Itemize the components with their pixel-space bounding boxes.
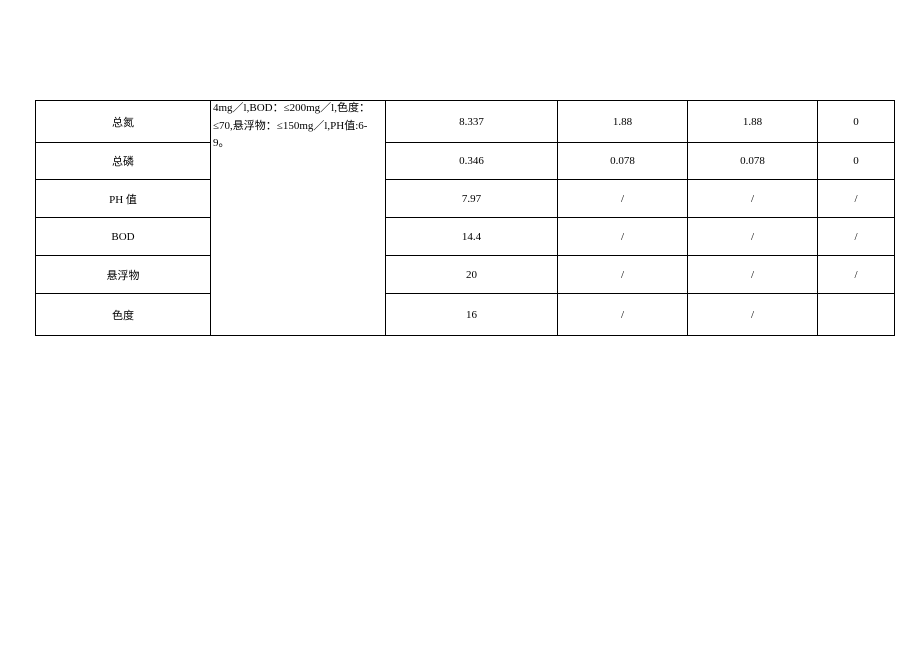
value-cell: 8.337 [386, 101, 558, 143]
value-cell: 0.078 [558, 143, 688, 180]
value-cell: / [558, 218, 688, 256]
value-cell: / [558, 180, 688, 218]
value-cell [818, 294, 895, 336]
value-cell: / [818, 256, 895, 294]
value-cell: 1.88 [558, 101, 688, 143]
value-cell: 7.97 [386, 180, 558, 218]
value-cell: 0.078 [688, 143, 818, 180]
value-cell: 0.346 [386, 143, 558, 180]
param-label: PH 值 [36, 180, 211, 218]
value-cell: / [688, 256, 818, 294]
value-cell: / [688, 180, 818, 218]
value-cell: / [818, 218, 895, 256]
table-row: BOD 14.4 / / / [36, 218, 895, 256]
table-row: 总磷 0.346 0.078 0.078 0 [36, 143, 895, 180]
table-row: 总氮 4mg／l,BOD：≤200mg／l,色度：≤70,悬浮物：≤150mg／… [36, 101, 895, 143]
value-cell: 0 [818, 143, 895, 180]
value-cell: / [558, 256, 688, 294]
value-cell: / [688, 218, 818, 256]
table-row: 色度 16 / / [36, 294, 895, 336]
value-cell: 20 [386, 256, 558, 294]
standard-note-cell: 4mg／l,BOD：≤200mg／l,色度：≤70,悬浮物：≤150mg／l,P… [211, 101, 386, 336]
value-cell: 1.88 [688, 101, 818, 143]
table-row: PH 值 7.97 / / / [36, 180, 895, 218]
param-label: 总磷 [36, 143, 211, 180]
data-table: 总氮 4mg／l,BOD：≤200mg／l,色度：≤70,悬浮物：≤150mg／… [35, 100, 895, 336]
param-label: BOD [36, 218, 211, 256]
param-label: 色度 [36, 294, 211, 336]
value-cell: 16 [386, 294, 558, 336]
param-label: 总氮 [36, 101, 211, 143]
param-label: 悬浮物 [36, 256, 211, 294]
value-cell: / [818, 180, 895, 218]
value-cell: 14.4 [386, 218, 558, 256]
value-cell: / [688, 294, 818, 336]
value-cell: / [558, 294, 688, 336]
standard-note-text: 4mg／l,BOD：≤200mg／l,色度：≤70,悬浮物：≤150mg／l,P… [213, 100, 383, 153]
table-row: 悬浮物 20 / / / [36, 256, 895, 294]
value-cell: 0 [818, 101, 895, 143]
